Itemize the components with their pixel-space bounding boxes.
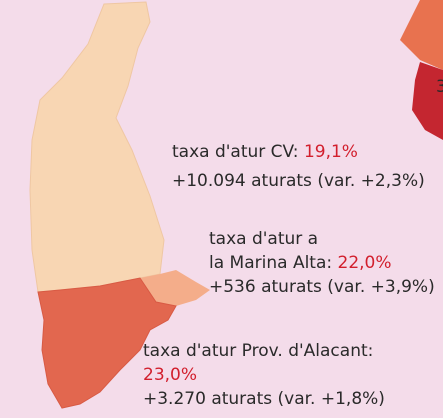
region-shape	[400, 0, 443, 70]
rate: 23,0%	[143, 365, 197, 385]
annotation-label: taxa d'atur a	[209, 229, 318, 249]
annotation-label: taxa d'atur CV: 19,1%	[172, 142, 358, 162]
label: la Marina Alta:	[209, 253, 332, 273]
annotation-detail: +3.270 aturats (var. +1,8%)	[143, 389, 385, 409]
region-shape	[412, 62, 443, 140]
annotation-label: la Marina Alta: 22,0%	[209, 253, 392, 273]
annotation-detail: +536 aturats (var. +3,9%)	[209, 277, 435, 297]
rate: 19,1%	[304, 142, 358, 162]
edge-label: 3	[436, 77, 443, 97]
rate: 22,0%	[338, 253, 392, 273]
annotation-label: taxa d'atur Prov. d'Alacant:	[143, 341, 373, 361]
region-alacant	[37, 277, 177, 409]
region-marina-alta	[140, 270, 210, 306]
annotation-detail: +10.094 aturats (var. +2,3%)	[172, 171, 425, 191]
label: taxa d'atur CV:	[172, 142, 299, 162]
